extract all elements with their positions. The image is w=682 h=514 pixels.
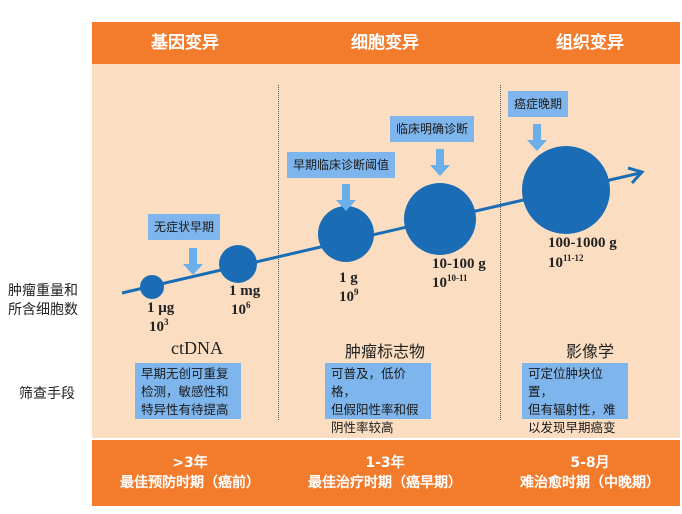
footer-prevention: >3年 最佳预防时期（癌前）	[90, 453, 290, 493]
method-desc-tumor-markers: 可普及，低价格， 但假阳性率和假 阴性率较高	[325, 363, 431, 435]
down-arrow-icon	[527, 124, 547, 151]
desc-line: 但有辐射性，难	[528, 402, 616, 417]
header-band	[92, 22, 680, 64]
stage-label-late: 癌症晚期	[508, 91, 569, 117]
desc-line: 特异性有待提高	[141, 402, 229, 417]
cells-base: 10	[432, 275, 447, 291]
cells-exp: 3	[164, 317, 169, 327]
tumor-weight: 1 mg	[229, 283, 261, 299]
footer-time: >3年	[172, 455, 208, 471]
stage-label-clinical-threshold: 早期临床诊断阈值	[287, 152, 396, 178]
header-cell-variation: 细胞变异	[351, 33, 419, 53]
cells-exp: 10-11	[447, 273, 468, 283]
tumor-weight: 100-1000 g	[548, 235, 617, 251]
header-gene-variation: 基因变异	[151, 33, 219, 53]
tumor-cells: 106	[231, 300, 251, 319]
method-title-tumor-markers: 肿瘤标志物	[344, 342, 425, 361]
footer-period: 难治愈时期（中晚期）	[520, 475, 660, 491]
method-title-imaging: 影像学	[565, 342, 614, 361]
side-label-screening: 筛查手段	[19, 386, 75, 402]
method-desc-ctdna: 早期无创可重复 检测，敏感性和 特异性有待提高	[135, 363, 241, 419]
desc-line: 可定位肿块位置，	[528, 366, 604, 399]
desc-line: 以发现早期癌变	[528, 420, 616, 435]
tumor-weight: 10-100 g	[432, 256, 486, 272]
side-label-line: 肿瘤重量和	[8, 283, 78, 299]
stage-label-clinical-diagnosis: 临床明确诊断	[390, 116, 475, 142]
tumor-circle-1ug	[140, 275, 164, 299]
tumor-weight: 1 g	[339, 270, 358, 286]
header-tissue-variation: 组织变异	[556, 33, 624, 53]
cells-exp: 9	[354, 287, 359, 297]
method-title-ctdna: ctDNA	[171, 338, 223, 358]
tumor-cells: 103	[149, 317, 169, 336]
tumor-cells: 109	[339, 287, 359, 306]
cells-base: 10	[231, 302, 246, 318]
desc-line: 早期无创可重复	[141, 366, 229, 381]
method-desc-imaging: 可定位肿块位置， 但有辐射性，难 以发现早期癌变	[522, 363, 628, 435]
footer-period: 最佳预防时期（癌前）	[120, 475, 260, 491]
growth-arrowhead	[627, 166, 645, 185]
footer-band	[92, 440, 680, 506]
cells-base: 10	[339, 289, 354, 305]
down-arrow-icon	[430, 149, 450, 176]
desc-line: 但假阳性率和假	[331, 402, 419, 417]
footer-time: 1-3年	[365, 455, 405, 471]
desc-line: 可普及，低价格，	[331, 366, 407, 399]
tumor-cells: 1011-12	[548, 253, 584, 272]
down-arrow-icon	[336, 184, 356, 211]
cells-exp: 6	[246, 300, 251, 310]
tumor-cells: 1010-11	[432, 273, 468, 292]
footer-late: 5-8月 难治愈时期（中晚期）	[490, 453, 682, 493]
footer-period: 最佳治疗时期（癌早期）	[308, 475, 462, 491]
cells-base: 10	[548, 255, 563, 271]
divider	[278, 85, 279, 420]
side-label-line: 所含细胞数	[8, 302, 78, 318]
tumor-circle-1g	[318, 206, 374, 262]
side-label-weight: 肿瘤重量和 所含细胞数	[8, 282, 78, 320]
footer-treatment: 1-3年 最佳治疗时期（癌早期）	[285, 453, 485, 493]
down-arrow-icon	[183, 248, 203, 275]
footer-time: 5-8月	[570, 455, 610, 471]
tumor-circle-10-100g	[404, 183, 476, 255]
divider	[500, 85, 501, 420]
tumor-weight: 1 μg	[147, 300, 175, 316]
desc-line: 检测，敏感性和	[141, 384, 229, 399]
cells-base: 10	[149, 319, 164, 335]
tumor-circle-1mg	[219, 245, 257, 283]
desc-line: 阴性率较高	[331, 420, 394, 435]
cells-exp: 11-12	[563, 253, 584, 263]
tumor-circle-100-1000g	[522, 146, 610, 234]
stage-label-asymptomatic: 无症状早期	[148, 214, 221, 240]
